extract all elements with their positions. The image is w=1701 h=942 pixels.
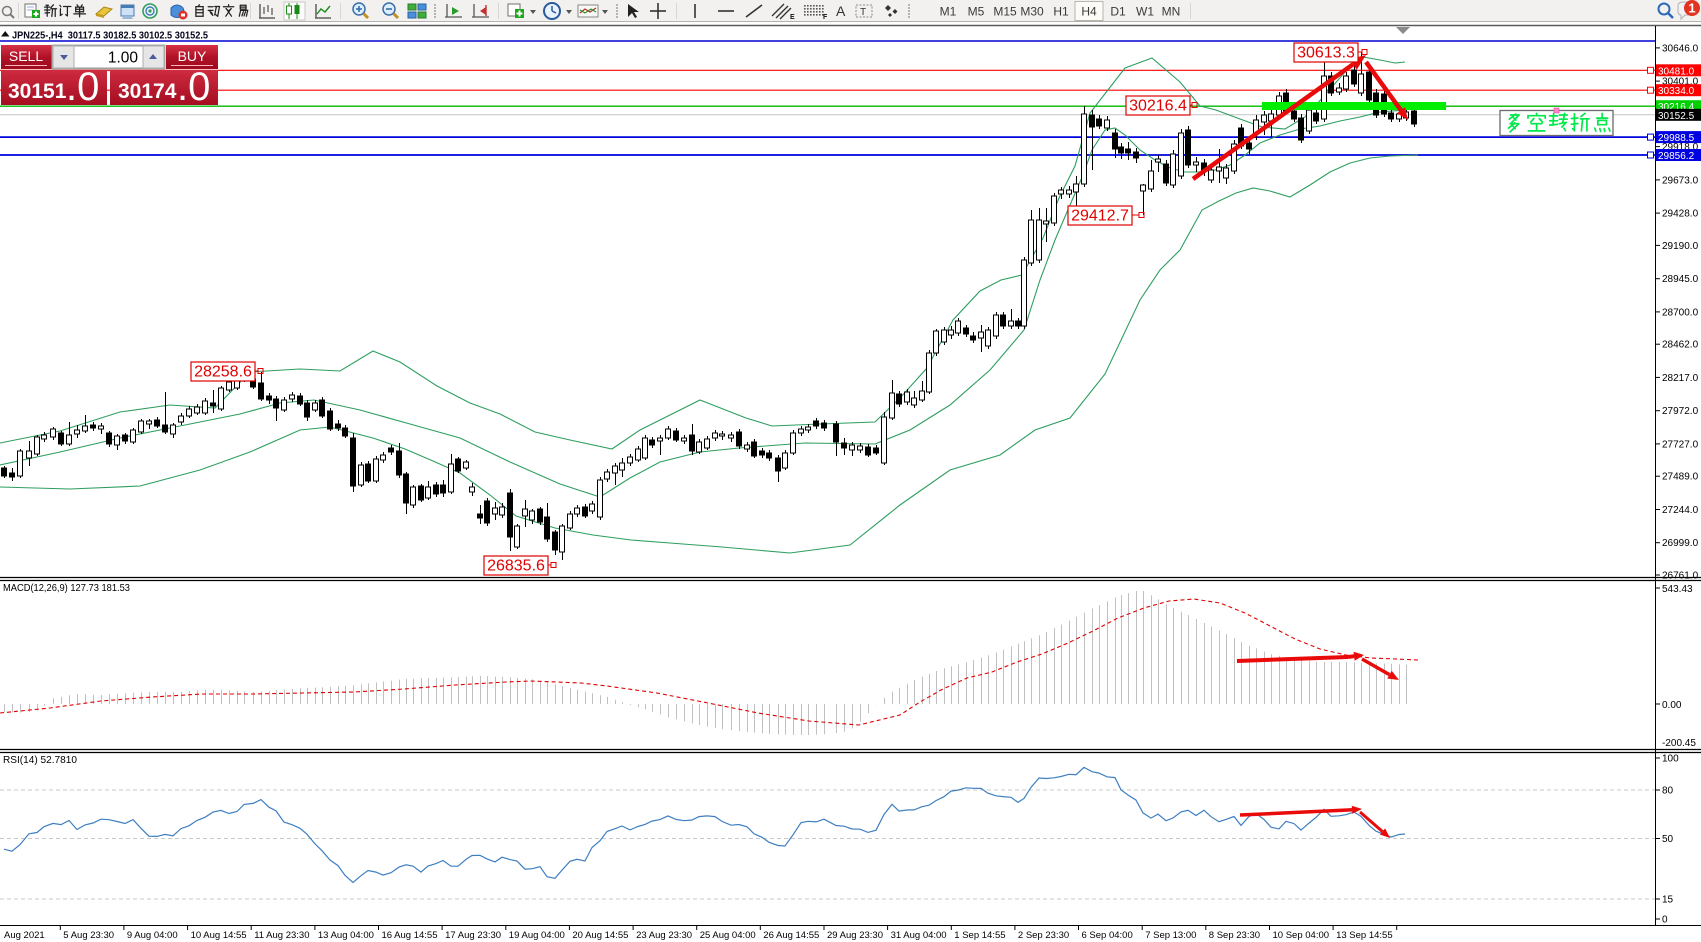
- svg-text:80: 80: [1662, 786, 1674, 797]
- svg-text:11 Aug 23:30: 11 Aug 23:30: [254, 930, 309, 941]
- svg-text:BUY: BUY: [178, 48, 207, 64]
- svg-text:29412.7: 29412.7: [1071, 208, 1129, 225]
- svg-text:27972.0: 27972.0: [1662, 406, 1699, 417]
- svg-text:28258.6: 28258.6: [194, 364, 252, 381]
- svg-text:31 Aug 04:00: 31 Aug 04:00: [891, 930, 947, 941]
- svg-text:17 Aug 23:30: 17 Aug 23:30: [445, 930, 501, 941]
- svg-text:T: T: [860, 7, 866, 18]
- svg-text:30152.5: 30152.5: [1658, 111, 1695, 122]
- svg-text:27727.0: 27727.0: [1662, 439, 1699, 450]
- svg-text:A: A: [836, 3, 846, 19]
- svg-text:13 Aug 04:00: 13 Aug 04:00: [318, 930, 374, 941]
- svg-text:15: 15: [1662, 895, 1674, 906]
- svg-text:M1: M1: [940, 5, 957, 19]
- svg-text:1.00: 1.00: [108, 50, 139, 67]
- svg-text:28945.0: 28945.0: [1662, 274, 1699, 285]
- svg-text:M30: M30: [1020, 5, 1044, 19]
- svg-text:29 Aug 23:30: 29 Aug 23:30: [827, 930, 883, 941]
- svg-text:E: E: [790, 14, 795, 21]
- svg-text:H4: H4: [1081, 5, 1097, 19]
- svg-text:26761.0: 26761.0: [1662, 571, 1699, 582]
- svg-text:26 Aug 14:55: 26 Aug 14:55: [763, 930, 819, 941]
- svg-text:28217.0: 28217.0: [1662, 373, 1699, 384]
- svg-text:1: 1: [1688, 1, 1695, 16]
- svg-text:MACD(12,26,9) 127.73 181.53: MACD(12,26,9) 127.73 181.53: [3, 582, 130, 594]
- svg-text:30216.4: 30216.4: [1129, 98, 1187, 115]
- svg-text:29673.0: 29673.0: [1662, 175, 1699, 186]
- svg-text:F: F: [823, 14, 828, 21]
- svg-text:Aug 2021: Aug 2021: [4, 930, 45, 941]
- svg-text:1 Sep 14:55: 1 Sep 14:55: [954, 930, 1005, 941]
- svg-text:20 Aug 14:55: 20 Aug 14:55: [572, 930, 628, 941]
- svg-text:SELL: SELL: [9, 48, 43, 64]
- svg-text:30216.4: 30216.4: [1658, 102, 1695, 113]
- svg-text:.0: .0: [66, 65, 99, 109]
- svg-text:M5: M5: [968, 5, 985, 19]
- svg-text:7 Sep 13:00: 7 Sep 13:00: [1145, 930, 1196, 941]
- svg-text:29190.0: 29190.0: [1662, 241, 1699, 252]
- svg-text:50: 50: [1662, 834, 1674, 845]
- svg-text:28462.0: 28462.0: [1662, 340, 1699, 351]
- svg-text:29856.2: 29856.2: [1658, 151, 1695, 162]
- svg-text:19 Aug 04:00: 19 Aug 04:00: [509, 930, 565, 941]
- svg-text:30481.0: 30481.0: [1658, 66, 1695, 77]
- svg-text:25 Aug 04:00: 25 Aug 04:00: [700, 930, 756, 941]
- svg-text:8 Sep 23:30: 8 Sep 23:30: [1209, 930, 1260, 941]
- svg-text:30334.0: 30334.0: [1658, 86, 1695, 97]
- svg-text:29918.0: 29918.0: [1662, 142, 1699, 153]
- svg-text:543.43: 543.43: [1662, 584, 1693, 595]
- svg-text:0.00: 0.00: [1662, 700, 1682, 711]
- svg-text:0: 0: [1662, 915, 1668, 926]
- svg-text:M15: M15: [993, 5, 1017, 19]
- svg-text:-200.45: -200.45: [1662, 738, 1696, 749]
- svg-text:H1: H1: [1053, 5, 1069, 19]
- svg-text:D1: D1: [1110, 5, 1126, 19]
- svg-text:MN: MN: [1162, 5, 1181, 19]
- svg-text:RSI(14) 52.7810: RSI(14) 52.7810: [3, 754, 77, 766]
- svg-text:30646.0: 30646.0: [1662, 43, 1699, 54]
- svg-text:30401.0: 30401.0: [1662, 77, 1699, 88]
- svg-text:28700.0: 28700.0: [1662, 307, 1699, 318]
- svg-text:W1: W1: [1136, 5, 1154, 19]
- svg-text:26999.0: 26999.0: [1662, 538, 1699, 549]
- svg-text:27489.0: 27489.0: [1662, 472, 1699, 483]
- svg-text:10 Aug 14:55: 10 Aug 14:55: [191, 930, 247, 941]
- svg-text:29428.0: 29428.0: [1662, 209, 1699, 220]
- svg-text:JPN225-,H4 30117.5 30182.5 30: JPN225-,H4 30117.5 30182.5 30102.5 30152…: [12, 30, 208, 42]
- svg-text:29988.5: 29988.5: [1658, 133, 1695, 144]
- svg-text:23 Aug 23:30: 23 Aug 23:30: [636, 930, 692, 941]
- svg-text:13 Sep 14:55: 13 Sep 14:55: [1336, 930, 1393, 941]
- svg-text:30613.3: 30613.3: [1297, 45, 1355, 62]
- svg-text:100: 100: [1662, 754, 1679, 765]
- svg-text:30174: 30174: [118, 80, 177, 103]
- svg-text:26835.6: 26835.6: [487, 558, 545, 575]
- svg-text:2 Sep 23:30: 2 Sep 23:30: [1018, 930, 1069, 941]
- svg-text:30151: 30151: [8, 80, 67, 103]
- svg-text:6 Sep 04:00: 6 Sep 04:00: [1082, 930, 1133, 941]
- svg-text:9 Aug 04:00: 9 Aug 04:00: [127, 930, 178, 941]
- svg-text:.0: .0: [177, 65, 210, 109]
- svg-text:16 Aug 14:55: 16 Aug 14:55: [382, 930, 438, 941]
- svg-text:27244.0: 27244.0: [1662, 505, 1699, 516]
- svg-text:10 Sep 04:00: 10 Sep 04:00: [1273, 930, 1330, 941]
- svg-text:5 Aug 23:30: 5 Aug 23:30: [63, 930, 114, 941]
